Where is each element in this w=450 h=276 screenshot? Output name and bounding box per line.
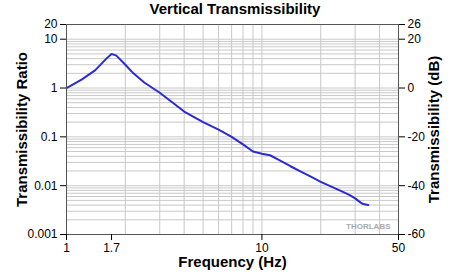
svg-text:10: 10 [44,32,58,46]
svg-text:0.01: 0.01 [34,179,58,193]
svg-text:Transmissibility Ratio: Transmissibility Ratio [13,52,30,207]
svg-text:50: 50 [392,241,406,255]
svg-text:THORLABS: THORLABS [346,222,391,231]
svg-text:Frequency (Hz): Frequency (Hz) [178,253,286,270]
svg-text:10: 10 [255,241,269,255]
svg-text:20: 20 [408,32,422,46]
svg-text:1: 1 [63,241,70,255]
html-text:Vertical Transmissibility: Vertical Transmissibility [149,0,321,17]
svg-text:0.1: 0.1 [41,130,58,144]
svg-text:-60: -60 [408,227,426,241]
svg-text:-20: -20 [408,130,426,144]
svg-text:1: 1 [51,81,58,95]
svg-text:26: 26 [408,18,422,31]
svg-text:0: 0 [408,81,415,95]
svg-text:-40: -40 [408,179,426,193]
svg-text:1.7: 1.7 [103,241,120,255]
svg-text:0.001: 0.001 [27,227,57,241]
svg-text:20: 20 [44,18,58,31]
svg-text:Transmissibility (dB): Transmissibility (dB) [425,56,442,204]
